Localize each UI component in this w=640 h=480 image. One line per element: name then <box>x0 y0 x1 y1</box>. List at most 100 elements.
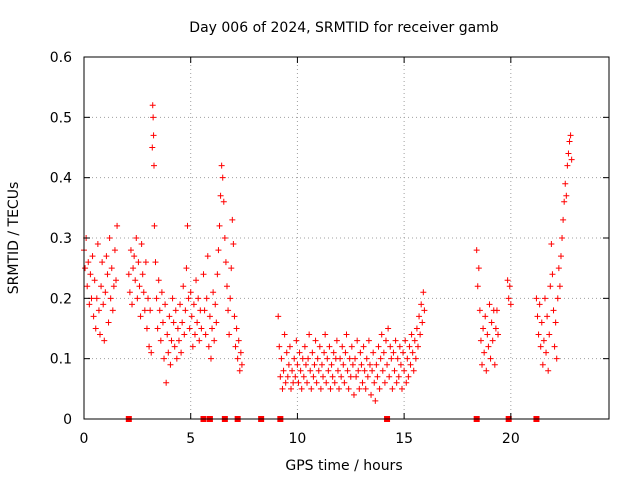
data-point <box>331 379 338 386</box>
data-point <box>101 337 108 344</box>
data-point <box>545 367 552 374</box>
data-point <box>171 343 178 350</box>
data-point <box>407 361 414 368</box>
data-point <box>354 337 361 344</box>
data-point <box>346 355 353 362</box>
data-point <box>227 295 234 302</box>
data-point <box>137 313 144 320</box>
data-point <box>275 313 282 320</box>
data-point <box>286 343 293 350</box>
data-point <box>91 277 98 284</box>
y-axis-title: SRMTID / TECUs <box>6 182 22 295</box>
data-point <box>391 367 398 374</box>
data-point <box>491 361 498 368</box>
data-point <box>86 301 93 308</box>
data-point <box>152 259 159 266</box>
data-point <box>476 307 483 314</box>
data-point <box>356 385 363 392</box>
data-point <box>103 253 110 260</box>
y-tick-labels: 0 0.1 0.2 0.3 0.4 0.5 0.6 <box>50 50 72 428</box>
data-point <box>285 361 292 368</box>
data-point <box>388 355 395 362</box>
data-point <box>310 373 317 380</box>
data-point <box>541 295 548 302</box>
data-point <box>564 162 571 169</box>
data-point <box>546 331 553 338</box>
data-point <box>135 259 142 266</box>
data-point <box>549 271 556 278</box>
data-point <box>206 313 213 320</box>
data-point <box>93 295 100 302</box>
data-point <box>568 156 575 163</box>
points <box>81 102 575 404</box>
data-point <box>395 373 402 380</box>
data-point <box>318 361 325 368</box>
data-point <box>416 313 423 320</box>
data-point <box>566 138 573 145</box>
data-point <box>130 265 137 272</box>
data-point <box>393 379 400 386</box>
data-point <box>473 247 480 254</box>
data-point <box>290 379 297 386</box>
data-point <box>188 313 195 320</box>
data-point <box>539 361 546 368</box>
data-point <box>350 391 357 398</box>
data-point <box>386 373 393 380</box>
data-point <box>362 385 369 392</box>
data-point <box>413 325 420 332</box>
data-point <box>299 355 306 362</box>
data-point <box>484 331 491 338</box>
data-point <box>390 349 397 356</box>
data-point <box>349 361 356 368</box>
data-point <box>280 367 287 374</box>
data-point <box>533 295 540 302</box>
data-point <box>183 265 190 272</box>
data-point <box>400 349 407 356</box>
data-point <box>141 307 148 314</box>
data-point <box>149 102 156 109</box>
data-point <box>163 379 170 386</box>
data-point <box>483 367 490 374</box>
data-point <box>311 361 318 368</box>
x-tick-label: 10 <box>289 431 307 447</box>
data-point <box>300 373 307 380</box>
data-point <box>185 295 192 302</box>
data-point <box>387 343 394 350</box>
data-point <box>177 301 184 308</box>
data-point <box>353 373 360 380</box>
data-point <box>221 235 228 241</box>
data-point <box>90 313 97 320</box>
data-point <box>282 379 289 386</box>
data-point <box>149 144 156 151</box>
data-point <box>557 253 564 260</box>
y-tick-label: 0.2 <box>50 291 72 307</box>
data-point <box>168 337 175 344</box>
data-point <box>369 367 376 374</box>
data-point <box>374 373 381 380</box>
data-point <box>398 385 405 392</box>
data-point <box>202 331 209 338</box>
data-point <box>237 349 244 356</box>
data-point <box>402 337 409 344</box>
data-point <box>345 385 352 392</box>
data-point <box>372 397 379 404</box>
data-point <box>304 379 311 386</box>
data-point <box>376 385 383 392</box>
data-point <box>306 331 313 338</box>
data-point <box>475 265 482 272</box>
data-point <box>408 331 415 338</box>
data-point <box>238 361 245 368</box>
y-tick-label: 0.4 <box>50 171 72 187</box>
data-point <box>210 289 217 296</box>
y-tick-label: 0.6 <box>50 50 72 66</box>
data-point <box>487 355 494 362</box>
data-point <box>288 385 295 392</box>
data-point <box>308 385 315 392</box>
data-point <box>553 355 560 362</box>
data-point <box>336 385 343 392</box>
data-point <box>107 295 114 302</box>
data-point <box>200 271 207 278</box>
data-point <box>181 331 188 338</box>
data-point <box>226 331 233 338</box>
data-point <box>277 373 284 380</box>
